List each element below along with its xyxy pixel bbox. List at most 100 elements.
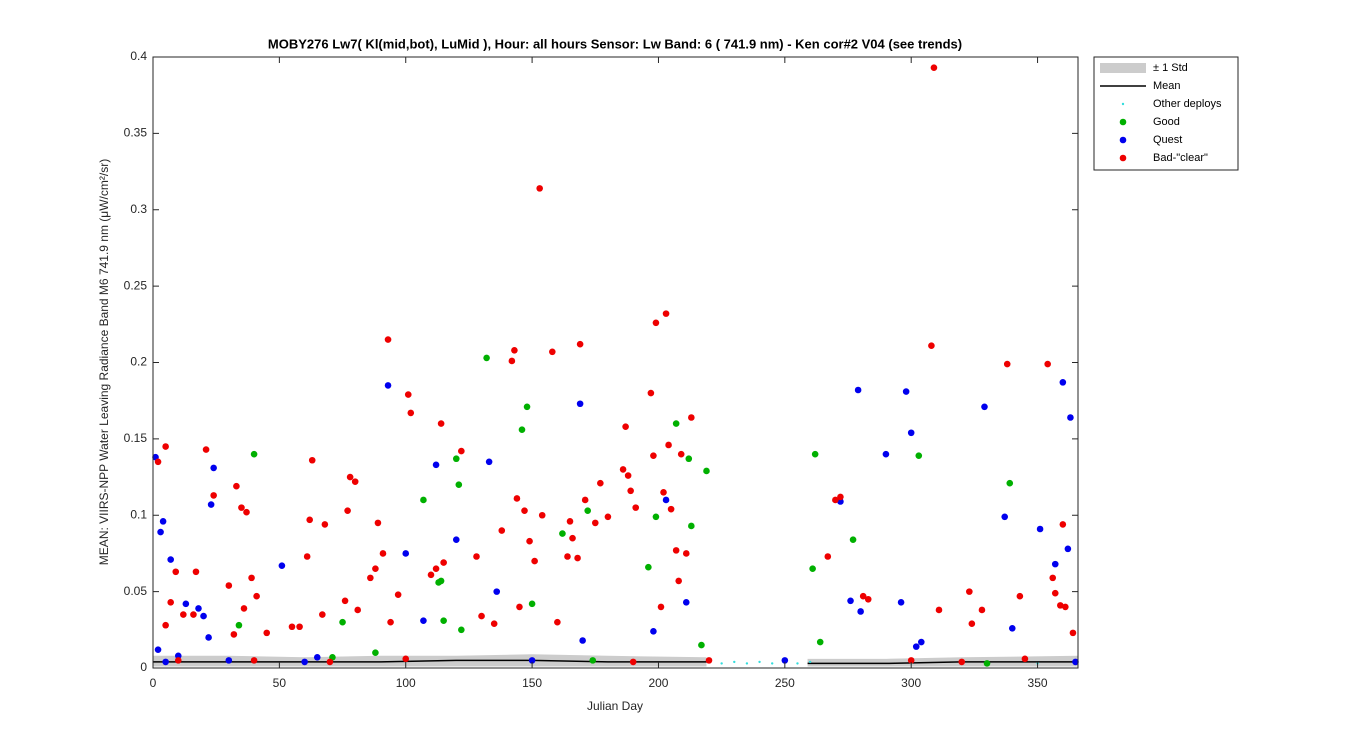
point — [440, 559, 447, 566]
point — [288, 623, 296, 631]
point — [930, 64, 938, 71]
legend-label: ± 1 Std — [1153, 62, 1188, 74]
point — [404, 391, 412, 398]
point — [301, 658, 308, 666]
point — [720, 662, 723, 665]
point — [703, 467, 710, 475]
point — [966, 588, 973, 595]
point — [516, 603, 523, 611]
point — [263, 629, 271, 637]
point — [1044, 360, 1051, 368]
point — [326, 658, 334, 666]
point — [538, 511, 546, 519]
legend: ± 1 Std Mean Other deploys Good Quest Bad-"cl… — [1093, 56, 1239, 171]
point — [452, 536, 460, 543]
point — [207, 501, 215, 508]
point — [554, 618, 561, 626]
point — [172, 568, 180, 576]
point — [816, 638, 824, 646]
point — [372, 565, 379, 573]
point — [657, 603, 665, 611]
legend-label: Bad-"clear" — [1153, 152, 1208, 164]
point — [528, 657, 536, 664]
point — [667, 505, 675, 513]
point — [420, 617, 427, 624]
point — [897, 599, 905, 606]
point — [1067, 414, 1074, 421]
point — [682, 550, 690, 557]
point — [660, 489, 667, 496]
point — [665, 441, 672, 449]
point — [652, 513, 660, 521]
point — [837, 493, 844, 501]
point — [195, 605, 202, 612]
point — [296, 623, 303, 631]
point — [627, 487, 634, 495]
point — [394, 591, 402, 598]
point — [832, 496, 839, 504]
point — [303, 553, 311, 560]
point — [253, 592, 260, 600]
point — [200, 612, 207, 620]
point — [407, 409, 415, 417]
chart-title: MOBY276 Lw7( Kl(mid,bot), LuMid ), Hour:… — [268, 36, 962, 51]
point — [432, 565, 440, 573]
point — [321, 521, 329, 528]
point — [346, 473, 354, 481]
point — [1069, 629, 1077, 637]
point — [1006, 479, 1014, 487]
point — [483, 354, 490, 362]
point — [902, 388, 910, 395]
point — [513, 495, 521, 502]
point — [157, 528, 164, 536]
point — [306, 516, 313, 524]
point — [1049, 574, 1057, 582]
x-tick-label: 50 — [273, 676, 287, 690]
point — [672, 420, 680, 427]
point — [180, 611, 187, 618]
point — [619, 466, 627, 473]
point — [319, 611, 326, 618]
y-tick-label: 0 — [140, 660, 147, 674]
legend-label: Mean — [1153, 80, 1181, 92]
y-tick-label: 0.15 — [124, 431, 148, 445]
point — [250, 657, 258, 664]
x-tick-label: 250 — [775, 676, 795, 690]
point — [1001, 513, 1009, 521]
point — [770, 662, 774, 665]
point — [859, 592, 867, 600]
point — [935, 606, 943, 614]
point — [167, 556, 174, 563]
point — [849, 536, 857, 543]
point — [190, 611, 197, 618]
point — [857, 608, 864, 615]
point — [230, 631, 238, 638]
point — [745, 662, 749, 665]
x-axis-label: Julian Day — [587, 699, 643, 713]
point — [811, 450, 819, 458]
point — [243, 508, 250, 516]
point — [622, 423, 629, 430]
x-tick-label: 300 — [901, 676, 921, 690]
point — [981, 403, 988, 411]
point — [440, 617, 447, 624]
point — [1008, 624, 1016, 632]
point — [490, 620, 498, 628]
point — [928, 342, 935, 349]
point — [238, 504, 245, 511]
point — [559, 530, 566, 537]
point — [387, 618, 394, 626]
point — [698, 641, 705, 649]
legend-swatch — [1119, 136, 1127, 144]
point — [437, 577, 445, 585]
point — [652, 319, 660, 327]
point — [402, 550, 410, 557]
point — [564, 553, 571, 560]
point — [498, 527, 506, 534]
point — [167, 599, 174, 606]
point — [662, 496, 670, 504]
point — [1059, 521, 1067, 528]
point — [531, 557, 538, 565]
point — [162, 443, 169, 450]
